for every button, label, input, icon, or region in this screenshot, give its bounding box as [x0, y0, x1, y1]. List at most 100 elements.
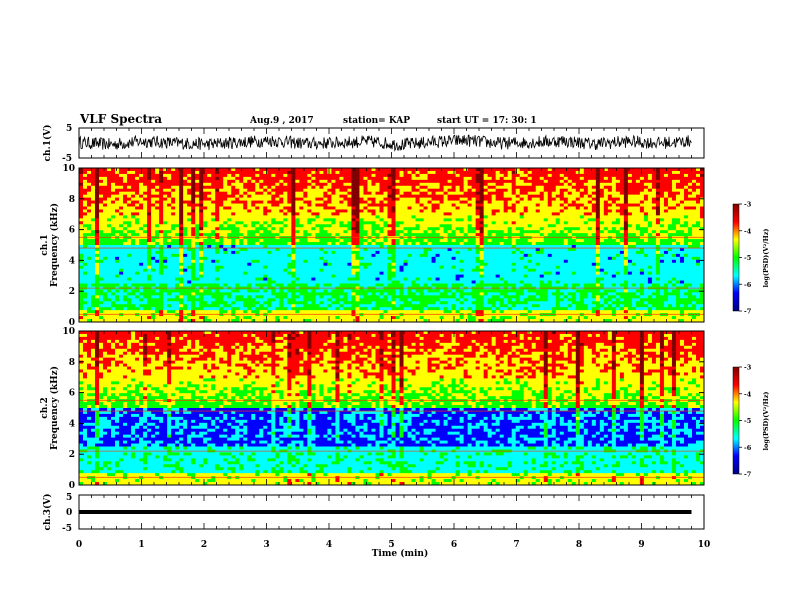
spectrogram-cell — [347, 215, 352, 219]
spectrogram-cell — [399, 259, 404, 264]
spectrogram-cell — [207, 215, 212, 219]
spectrogram-cell — [235, 218, 240, 222]
spectrogram-cell — [619, 203, 625, 207]
spectrogram-cell — [323, 188, 328, 193]
spectrogram-cell — [111, 179, 116, 184]
spectrogram-cell — [427, 168, 432, 172]
spectrogram-cell — [163, 227, 168, 231]
spectrogram-cell — [103, 250, 108, 255]
spectrogram-cell — [343, 259, 348, 264]
spectrogram-cell — [667, 185, 673, 190]
spectrogram-cell — [575, 242, 581, 246]
spectrogram-cell — [455, 236, 461, 240]
spectrogram-cell — [415, 247, 420, 252]
spectrogram-cell — [579, 212, 585, 216]
spectrogram-cell — [691, 209, 697, 213]
spectrogram-cell — [175, 182, 180, 187]
spectrogram-cell — [227, 188, 232, 193]
spectrogram-cell — [671, 203, 677, 207]
spectrogram-cell — [79, 209, 84, 213]
spectrogram-cell — [615, 236, 621, 240]
spectrogram-cell — [455, 218, 461, 222]
spectrogram-cell — [307, 185, 312, 190]
spectrogram-cell — [347, 247, 352, 252]
spectrogram-cell — [495, 209, 501, 213]
spectrogram-cell — [635, 230, 641, 234]
spectrogram-cell — [519, 191, 525, 196]
spectrogram-cell — [471, 212, 477, 216]
spectrogram-cell — [519, 197, 525, 201]
spectrogram-cell — [247, 224, 252, 228]
spectrogram-cell — [475, 170, 481, 175]
spectrogram-cell — [183, 209, 188, 213]
spectrogram-cell — [435, 245, 440, 249]
spectrogram-cell — [343, 212, 348, 216]
spectrogram-cell — [363, 173, 368, 178]
spectrogram-cell — [155, 259, 160, 264]
spectrogram-cell — [123, 206, 128, 210]
spectrogram-cell — [455, 253, 461, 258]
spectrogram-cell — [303, 230, 308, 234]
spectrogram-cell — [623, 253, 629, 258]
spectrogram-cell — [515, 212, 521, 216]
spectrogram-cell — [487, 245, 493, 249]
spectrogram-cell — [643, 203, 649, 207]
spectrogram-cell — [487, 259, 493, 264]
spectrogram-cell — [243, 224, 248, 228]
spectrogram-cell — [571, 173, 577, 178]
spectrogram-cell — [159, 170, 164, 175]
spectrogram-cell — [471, 230, 477, 234]
spectrogram-cell — [279, 209, 284, 213]
spectrogram-cell — [431, 176, 436, 181]
spectrogram-cell — [683, 197, 689, 201]
spectrogram-cell — [555, 227, 561, 231]
spectrogram-cell — [291, 242, 296, 246]
spectrogram-cell — [635, 224, 641, 228]
spectrogram-cell — [523, 206, 529, 210]
spectrogram-cell — [167, 215, 172, 219]
spectrogram-cell — [331, 209, 336, 213]
spectrogram-cell — [651, 215, 657, 219]
spectrogram-cell — [575, 256, 581, 261]
spectrogram-cell — [411, 256, 416, 261]
spectrogram-cell — [655, 173, 661, 178]
spectrogram-cell — [355, 203, 360, 207]
spectrogram-cell — [511, 247, 517, 252]
spectrogram-cell — [335, 185, 340, 190]
spectrogram-cell — [683, 168, 689, 172]
spectrogram-cell — [83, 200, 88, 204]
spectrogram-cell — [355, 188, 360, 193]
spectrogram-cell — [535, 239, 541, 243]
spectrogram-cell — [271, 256, 276, 261]
spectrogram-cell — [667, 188, 673, 193]
spectrogram-cell — [103, 236, 108, 240]
spectrogram-cell — [135, 253, 140, 258]
spectrogram-cell — [415, 200, 420, 204]
spectrogram-cell — [179, 200, 184, 204]
spectrogram-cell — [411, 191, 416, 196]
spectrogram-cell — [655, 194, 661, 199]
spectrogram-cell — [363, 185, 368, 190]
spectrogram-cell — [399, 206, 404, 210]
spectrogram-cell — [523, 230, 529, 234]
spectrogram-cell — [455, 179, 461, 184]
spectrogram-cell — [431, 250, 436, 255]
spectrogram-cell — [503, 227, 509, 231]
spectrogram-cell — [251, 188, 256, 193]
spectrogram-cell — [359, 242, 364, 246]
spectrogram-cell — [507, 203, 513, 207]
spectrogram-cell — [555, 256, 561, 261]
spectrogram-cell — [563, 227, 569, 231]
spectrogram-cell — [235, 170, 240, 175]
spectrogram-cell — [579, 259, 585, 264]
spectrogram-cell — [479, 250, 485, 255]
spectrogram-cell — [247, 188, 252, 193]
spectrogram-cell — [199, 218, 204, 222]
spectrogram-cell — [375, 215, 380, 219]
spectrogram-cell — [339, 250, 344, 255]
spectrogram-cell — [623, 242, 629, 246]
spectrogram-cell — [671, 242, 677, 246]
spectrogram-cell — [527, 227, 533, 231]
spectrogram-cell — [695, 227, 701, 231]
spectrogram-cell — [527, 200, 533, 204]
